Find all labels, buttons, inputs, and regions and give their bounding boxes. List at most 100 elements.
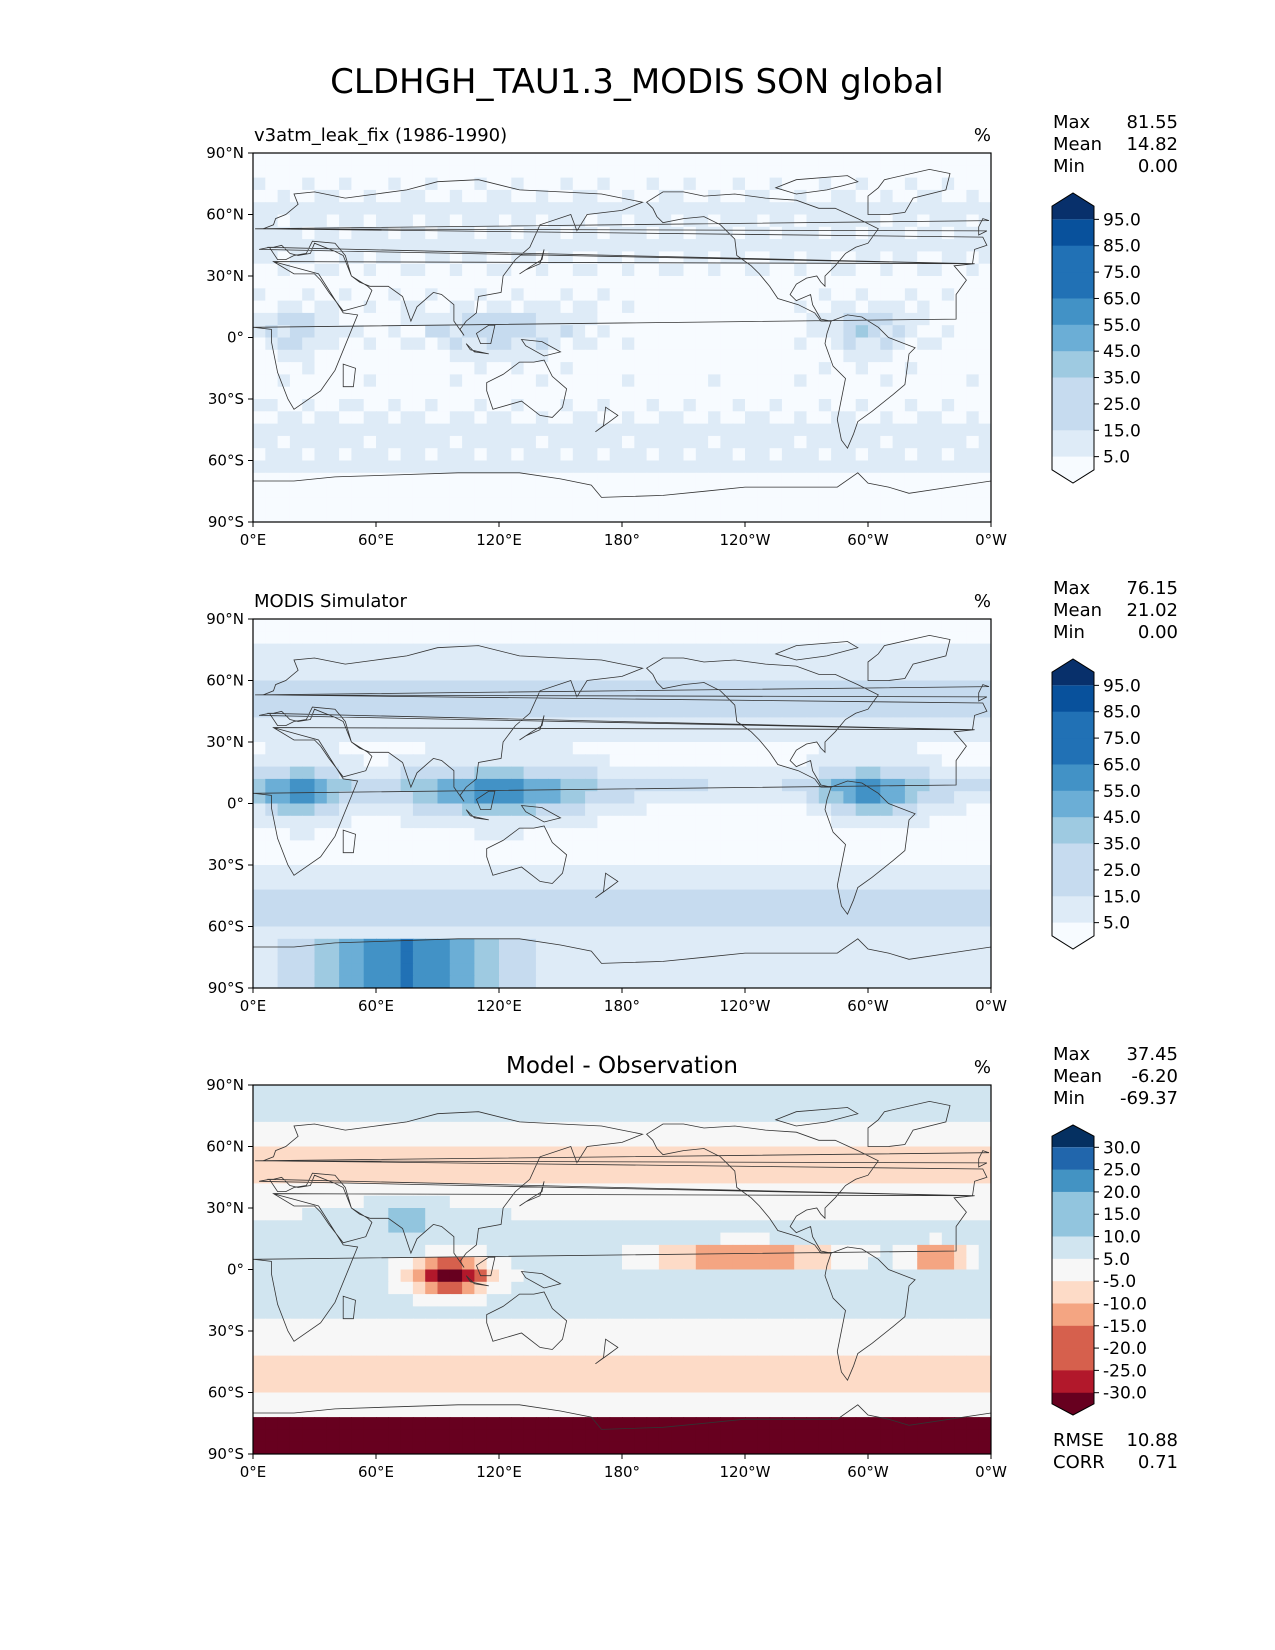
- lat-tick-label: 0°: [227, 1261, 244, 1279]
- colorbar-segment: [1052, 1325, 1094, 1349]
- panel-3: Model - Observation % 90°N 60°N 30°N 0° 30°S 60…: [206, 1044, 1178, 1481]
- colorbar-segment: [1052, 219, 1094, 247]
- colorbar-label: 75.0: [1103, 729, 1141, 749]
- colorbar-segment: [1052, 685, 1094, 713]
- lat-tick-label: 60°S: [208, 918, 244, 936]
- stat-label: CORR: [1053, 1452, 1105, 1473]
- units-label: %: [974, 591, 991, 612]
- colorbar-label: 95.0: [1103, 676, 1141, 696]
- colorbar-segment: [1052, 896, 1094, 924]
- stat-label: Max: [1053, 1044, 1091, 1065]
- stat-label: Mean: [1053, 600, 1102, 621]
- colorbar-extend-top: [1052, 193, 1094, 220]
- colorbar-label: 35.0: [1103, 835, 1141, 855]
- colorbar-extend-bottom: [1052, 922, 1094, 949]
- colorbar-segment: [1052, 1303, 1094, 1327]
- lon-tick-label: 60°W: [847, 1463, 889, 1481]
- colorbar: 95.0 85.0 75.0 65.0 55.0 45.0 35.0 25.0 15.0 5.0: [1051, 658, 1141, 950]
- colorbar: 30.0 25.020.015.0 10.05.0-5.0-10.0 -15.0-20…: [1051, 1124, 1147, 1416]
- units-label: %: [974, 125, 991, 146]
- stat-label: Mean: [1053, 1066, 1102, 1087]
- lon-tick-label: 60°E: [358, 1463, 394, 1481]
- colorbar-label: 15.0: [1103, 887, 1141, 907]
- lon-tick-label: 60°E: [358, 531, 394, 549]
- colorbar-segment: [1052, 1370, 1094, 1394]
- lon-tick-label: 180°: [604, 997, 640, 1015]
- lat-tick-label: 60°N: [206, 672, 244, 690]
- colorbar-segment: [1052, 1147, 1094, 1171]
- lon-tick-label: 180°: [604, 531, 640, 549]
- colorbar-label: 25.0: [1103, 861, 1141, 881]
- colorbar-label: 15.0: [1103, 1205, 1141, 1225]
- colorbar: 95.0 85.0 75.0 65.0 55.0 45.0 35.0 25.0 15.0 5.0: [1051, 192, 1141, 484]
- colorbar-segment: [1052, 298, 1094, 326]
- stat-label: Min: [1053, 156, 1085, 177]
- colorbar-label: -10.0: [1103, 1294, 1147, 1314]
- colorbar-segment: [1052, 869, 1094, 897]
- colorbar-label: 10.0: [1103, 1228, 1141, 1248]
- lat-tick-label: 30°S: [208, 856, 244, 874]
- lat-tick-label: 0°: [227, 329, 244, 347]
- stat-label: RMSE: [1053, 1430, 1104, 1451]
- lon-tick-label: 60°E: [358, 997, 394, 1015]
- stat-value: 37.45: [1126, 1044, 1178, 1065]
- colorbar-segment: [1052, 351, 1094, 379]
- colorbar-label: 85.0: [1103, 237, 1141, 257]
- stat-value: 76.15: [1126, 578, 1178, 599]
- colorbar-label: 55.0: [1103, 316, 1141, 336]
- stat-value: 21.02: [1126, 600, 1178, 621]
- lon-tick-label: 0°E: [240, 1463, 267, 1481]
- lat-tick-label: 90°S: [208, 979, 244, 997]
- map-field: [253, 153, 991, 522]
- stat-value: -6.20: [1131, 1066, 1178, 1087]
- lat-tick-label: 90°S: [208, 513, 244, 531]
- colorbar-label: -25.0: [1103, 1361, 1147, 1381]
- stat-label: Mean: [1053, 134, 1102, 155]
- lat-tick-label: 60°N: [206, 206, 244, 224]
- colorbar-label: 25.0: [1103, 395, 1141, 415]
- lat-tick-label: 30°N: [206, 267, 244, 285]
- colorbar-label: 55.0: [1103, 782, 1141, 802]
- colorbar-segment: [1052, 738, 1094, 765]
- colorbar-label: 65.0: [1103, 755, 1141, 775]
- units-label: %: [974, 1057, 991, 1078]
- colorbar-label: 20.0: [1103, 1183, 1141, 1203]
- colorbar-label: -5.0: [1103, 1272, 1136, 1292]
- colorbar-segment: [1052, 272, 1094, 299]
- lat-tick-label: 30°N: [206, 1199, 244, 1217]
- lat-tick-label: 90°N: [206, 610, 244, 628]
- lon-tick-label: 120°W: [720, 997, 771, 1015]
- colorbar-segment: [1052, 1169, 1094, 1193]
- stat-value: 0.00: [1138, 156, 1178, 177]
- stat-value: -69.37: [1120, 1088, 1178, 1109]
- coastline: [253, 168, 991, 522]
- colorbar-segment: [1052, 711, 1094, 739]
- lat-tick-label: 90°N: [206, 144, 244, 162]
- colorbar-segment: [1052, 1281, 1094, 1304]
- lat-tick-label: 90°S: [208, 1445, 244, 1463]
- lat-tick-label: 60°N: [206, 1138, 244, 1156]
- panel-title: MODIS Simulator: [254, 591, 407, 612]
- colorbar-label: 85.0: [1103, 703, 1141, 723]
- panel-2: MODIS Simulator % 90°N 60°N 30°N 0° 30°S 60°S 90…: [206, 578, 1178, 1015]
- colorbar-label: 45.0: [1103, 342, 1141, 362]
- lon-tick-label: 0°E: [240, 531, 267, 549]
- colorbar-segment: [1052, 403, 1094, 431]
- lat-tick-label: 60°S: [208, 1384, 244, 1402]
- lat-tick-label: 30°S: [208, 390, 244, 408]
- lat-tick-label: 30°S: [208, 1322, 244, 1340]
- colorbar-segment: [1052, 1214, 1094, 1237]
- colorbar-label: 75.0: [1103, 263, 1141, 283]
- colorbar-extend-bottom: [1052, 1392, 1094, 1415]
- lon-tick-label: 180°: [604, 1463, 640, 1481]
- stat-value: 0.71: [1138, 1452, 1178, 1473]
- figure-title: CLDHGH_TAU1.3_MODIS SON global: [330, 62, 944, 102]
- lon-tick-label: 120°W: [720, 1463, 771, 1481]
- colorbar-segment: [1052, 245, 1094, 273]
- colorbar-segment: [1052, 1258, 1094, 1282]
- colorbar-extend-bottom: [1052, 456, 1094, 483]
- lon-tick-label: 120°E: [476, 997, 522, 1015]
- colorbar-outline: [1051, 658, 1095, 950]
- stat-value: 81.55: [1126, 112, 1178, 133]
